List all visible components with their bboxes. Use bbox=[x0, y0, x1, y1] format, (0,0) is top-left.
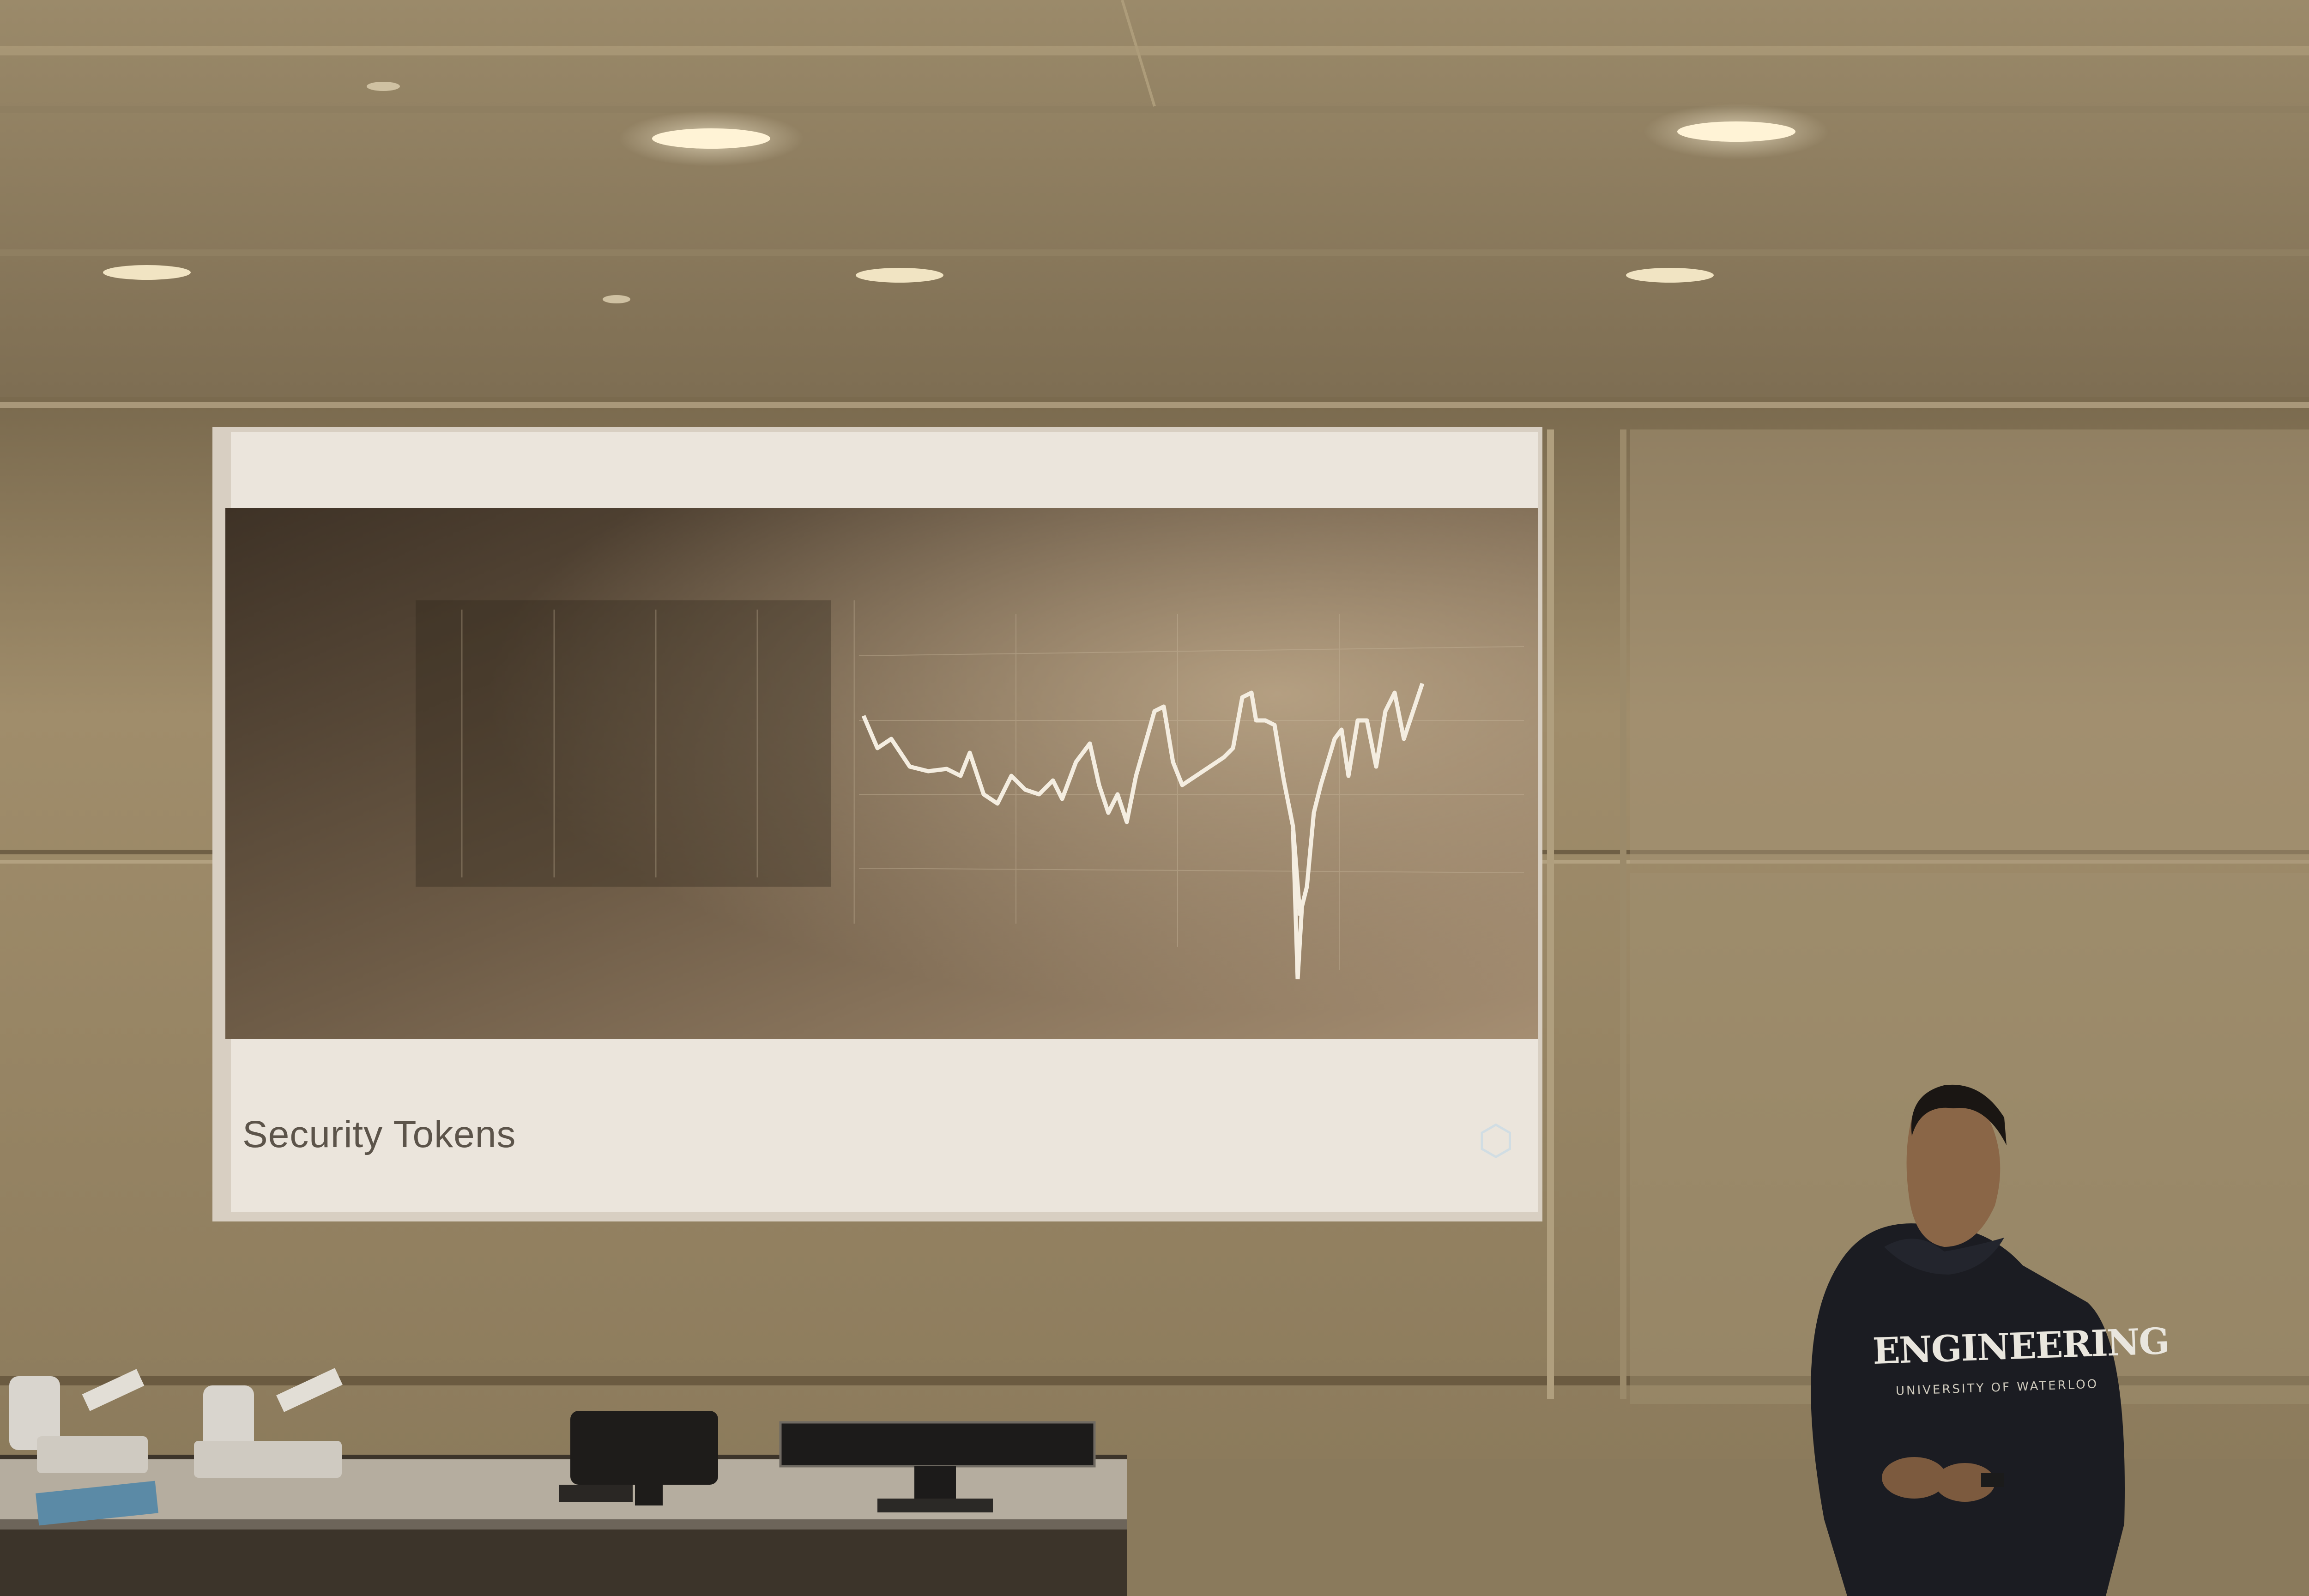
document-camera bbox=[194, 1368, 343, 1478]
front-desk bbox=[0, 1368, 1127, 1596]
ceiling-light bbox=[856, 268, 943, 283]
projected-slide: ⬡ bbox=[212, 427, 1542, 1221]
ceiling-light bbox=[619, 111, 804, 166]
presenter-hands bbox=[1882, 1457, 1995, 1502]
ceiling bbox=[0, 0, 2309, 406]
presenter bbox=[1811, 1084, 2125, 1596]
ceiling-speaker bbox=[367, 82, 400, 91]
monitor bbox=[779, 1421, 1096, 1512]
slide-stock-chart-photo bbox=[225, 508, 1538, 1039]
ceiling-speaker bbox=[603, 295, 630, 303]
ceiling-light bbox=[1626, 268, 1714, 283]
slide-title: Security Tokens bbox=[242, 1113, 516, 1155]
slide-price-line bbox=[861, 683, 1425, 917]
ceiling-lights bbox=[103, 82, 1829, 303]
document-camera bbox=[9, 1369, 148, 1473]
desk-papers bbox=[36, 1481, 158, 1526]
slide-logo-icon: ⬡ bbox=[1478, 1116, 1514, 1165]
ceiling-light bbox=[103, 265, 191, 280]
desk-phone bbox=[559, 1411, 718, 1505]
ceiling-light bbox=[1644, 104, 1829, 159]
